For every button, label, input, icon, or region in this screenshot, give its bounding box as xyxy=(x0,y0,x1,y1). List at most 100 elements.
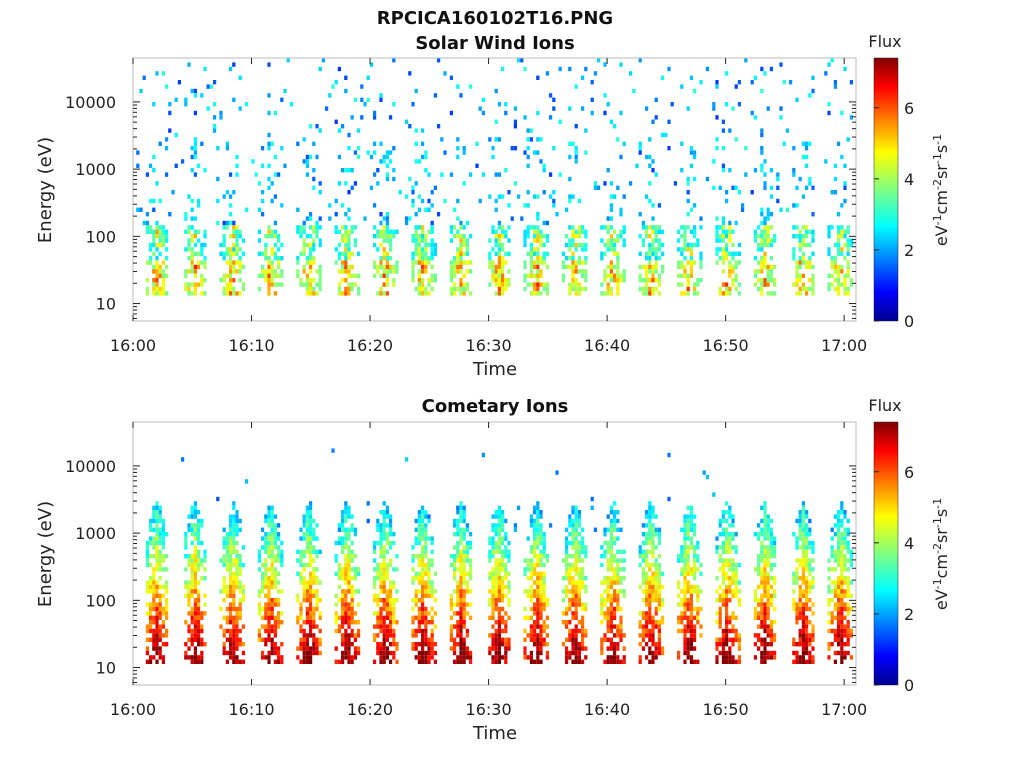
heatmap-cell xyxy=(271,576,274,580)
heatmap-cell xyxy=(315,567,318,571)
heatmap-cell xyxy=(283,164,286,168)
heatmap-cell xyxy=(194,506,197,510)
heatmap-cell xyxy=(760,620,763,624)
heatmap-cell xyxy=(539,576,542,580)
heatmap-cell xyxy=(607,291,610,295)
heatmap-cell xyxy=(338,128,341,132)
heatmap-cell xyxy=(466,554,469,558)
heatmap-cell xyxy=(603,225,606,229)
heatmap-cell xyxy=(655,598,658,602)
heatmap-cell xyxy=(680,611,683,615)
heatmap-cell xyxy=(427,260,430,264)
heatmap-cell xyxy=(648,563,651,567)
heatmap-cell xyxy=(379,616,382,620)
heatmap-cell xyxy=(767,602,770,606)
heatmap-cell xyxy=(661,585,664,589)
heatmap-cell xyxy=(655,247,658,251)
heatmap-cell xyxy=(389,642,392,646)
heatmap-cell xyxy=(735,638,738,642)
heatmap-cell xyxy=(194,155,197,159)
heatmap-cell xyxy=(408,71,411,75)
heatmap-cell xyxy=(725,576,728,580)
heatmap-cell xyxy=(565,545,568,549)
heatmap-cell xyxy=(498,510,501,514)
heatmap-cell xyxy=(651,536,654,540)
heatmap-cell xyxy=(194,265,197,269)
heatmap-cell xyxy=(261,655,264,659)
heatmap-cell xyxy=(235,260,238,264)
heatmap-cell xyxy=(719,651,722,655)
heatmap-cell xyxy=(373,638,376,642)
heatmap-cell xyxy=(843,186,846,190)
heatmap-cell xyxy=(735,532,738,536)
heatmap-cell xyxy=(235,607,238,611)
heatmap-cell xyxy=(357,287,360,291)
heatmap-cell xyxy=(338,287,341,291)
heatmap-cell xyxy=(453,572,456,576)
heatmap-cell xyxy=(383,269,386,273)
heatmap-cell xyxy=(610,225,613,229)
heatmap-cell xyxy=(139,208,142,212)
heatmap-cell xyxy=(162,594,165,598)
heatmap-cell xyxy=(226,260,229,264)
heatmap-cell xyxy=(533,536,536,540)
heatmap-cell xyxy=(267,655,270,659)
heatmap-cell xyxy=(754,269,757,273)
heatmap-cell xyxy=(357,646,360,650)
heatmap-cell xyxy=(194,111,197,115)
heatmap-cell xyxy=(239,528,242,532)
heatmap-cell xyxy=(799,528,802,532)
heatmap-cell xyxy=(767,269,770,273)
heatmap-cell xyxy=(731,514,734,518)
heatmap-cell xyxy=(191,633,194,637)
heatmap-cell xyxy=(642,558,645,562)
heatmap-cell xyxy=(354,98,357,102)
heatmap-cell xyxy=(456,523,459,527)
heatmap-cell xyxy=(619,111,622,115)
heatmap-cell xyxy=(421,519,424,523)
heatmap-cell xyxy=(421,611,424,615)
heatmap-cell xyxy=(523,234,526,238)
heatmap-cell xyxy=(581,633,584,637)
heatmap-cell xyxy=(642,629,645,633)
heatmap-cell xyxy=(421,633,424,637)
heatmap-cell xyxy=(735,660,738,664)
heatmap-cell xyxy=(418,554,421,558)
heatmap-cell xyxy=(501,558,504,562)
heatmap-cell xyxy=(677,629,680,633)
heatmap-cell xyxy=(200,629,203,633)
heatmap-cell xyxy=(757,247,760,251)
heatmap-cell xyxy=(415,159,418,163)
heatmap-cell xyxy=(200,282,203,286)
heatmap-cell xyxy=(568,199,571,203)
heatmap-cell xyxy=(338,67,341,71)
heatmap-cell xyxy=(690,646,693,650)
heatmap-cell xyxy=(728,550,731,554)
heatmap-cell xyxy=(591,80,594,84)
heatmap-cell xyxy=(808,256,811,260)
heatmap-cell xyxy=(760,638,763,642)
heatmap-cell xyxy=(152,554,155,558)
heatmap-cell xyxy=(197,265,200,269)
heatmap-cell xyxy=(571,194,574,198)
heatmap-cell xyxy=(725,633,728,637)
heatmap-cell xyxy=(642,221,645,225)
heatmap-cell xyxy=(495,598,498,602)
heatmap-cell xyxy=(277,274,280,278)
heatmap-cell xyxy=(571,598,574,602)
heatmap-cell xyxy=(584,247,587,251)
heatmap-cell xyxy=(491,589,494,593)
heatmap-cell xyxy=(539,607,542,611)
heatmap-cell xyxy=(168,102,171,106)
heatmap-cell xyxy=(504,550,507,554)
heatmap-cell xyxy=(808,563,811,567)
heatmap-cell xyxy=(680,598,683,602)
heatmap-cells-solar-wind xyxy=(136,58,853,296)
heatmap-cell xyxy=(411,186,414,190)
heatmap-cell xyxy=(584,128,587,132)
heatmap-cell xyxy=(568,243,571,247)
heatmap-cell xyxy=(610,585,613,589)
heatmap-cell xyxy=(226,146,229,150)
heatmap-cell xyxy=(264,247,267,251)
heatmap-cell xyxy=(338,572,341,576)
